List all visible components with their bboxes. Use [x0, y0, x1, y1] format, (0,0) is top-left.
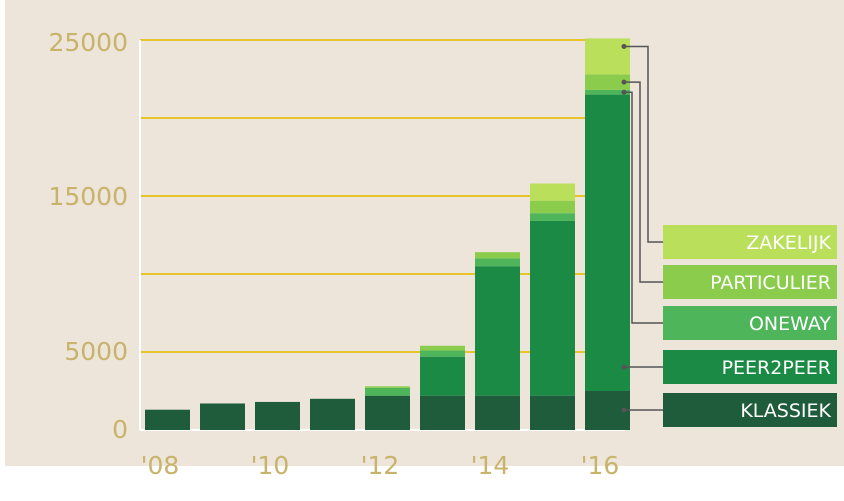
- bar-segment-klassiek: [145, 409, 190, 430]
- bar-segment-klassiek: [475, 395, 520, 430]
- bar-segment-particulier: [530, 200, 575, 214]
- x-tick-label: '14: [471, 451, 510, 480]
- leader-line-zakelijk: [624, 45, 663, 243]
- bar-segment-peer2peer: [585, 94, 630, 391]
- bar-segment-zakelijk: [585, 38, 630, 75]
- legend-label-peer2peer: PEER2PEER: [722, 357, 831, 379]
- x-tick-label: '08: [141, 451, 180, 480]
- leader-dot: [621, 89, 627, 95]
- leader-dot: [621, 364, 627, 370]
- legend-swatch-zakelijk: [663, 225, 837, 259]
- y-tick-labels: 25000 15000 5000 0: [48, 28, 128, 444]
- bar-segment-oneway: [365, 387, 410, 396]
- legend-label-zakelijk: ZAKELIJK: [746, 232, 831, 254]
- leader-dot: [621, 79, 627, 85]
- leader-line-particulier: [624, 81, 663, 283]
- bar-segment-oneway: [530, 213, 575, 221]
- bars: [145, 38, 630, 430]
- bar-segment-klassiek: [530, 395, 575, 430]
- bar-segment-zakelijk: [530, 183, 575, 201]
- x-tick-label: '12: [361, 451, 400, 480]
- bar-segment-particulier: [585, 74, 630, 90]
- legend-label-klassiek: KLASSIEK: [740, 400, 831, 422]
- legend-swatch-peer2peer: [663, 350, 837, 384]
- legend-swatch-klassiek: [663, 393, 837, 427]
- x-tick-labels: '08 '10 '12 '14 '16: [141, 451, 620, 480]
- bar-segment-oneway: [585, 89, 630, 95]
- bar-segment-particulier: [420, 345, 465, 351]
- y-tick-label: 25000: [48, 28, 128, 57]
- legend-swatch-particulier: [663, 265, 837, 299]
- x-tick-label: '10: [251, 451, 290, 480]
- legend-label-oneway: ONEWAY: [749, 313, 831, 335]
- leader-dot: [621, 407, 627, 413]
- bar-segment-peer2peer: [475, 266, 520, 396]
- legend-label-particulier: PARTICULIER: [710, 272, 831, 294]
- bar-segment-klassiek: [310, 398, 355, 430]
- bar-segment-peer2peer: [530, 220, 575, 396]
- bar-segment-klassiek: [365, 395, 410, 430]
- legend-swatch-oneway: [663, 306, 837, 340]
- leader-dot: [621, 43, 627, 49]
- bar-segment-peer2peer: [420, 356, 465, 396]
- legend-leader-lines: [621, 43, 663, 413]
- bar-segment-klassiek: [255, 401, 300, 430]
- leader-line-oneway: [624, 91, 663, 324]
- bar-segment-klassiek: [420, 395, 465, 430]
- bar-segment-particulier: [365, 386, 410, 388]
- y-tick-label: 0: [112, 415, 128, 444]
- y-tick-label: 5000: [64, 337, 128, 366]
- x-tick-label: '16: [581, 451, 620, 480]
- legend: ZAKELIJK PARTICULIER ONEWAY PEER2PEER KL…: [663, 225, 837, 427]
- y-tick-label: 15000: [48, 182, 128, 211]
- bar-segment-klassiek: [200, 403, 245, 430]
- bar-segment-particulier: [475, 252, 520, 259]
- bar-segment-oneway: [475, 258, 520, 267]
- bar-segment-oneway: [420, 350, 465, 357]
